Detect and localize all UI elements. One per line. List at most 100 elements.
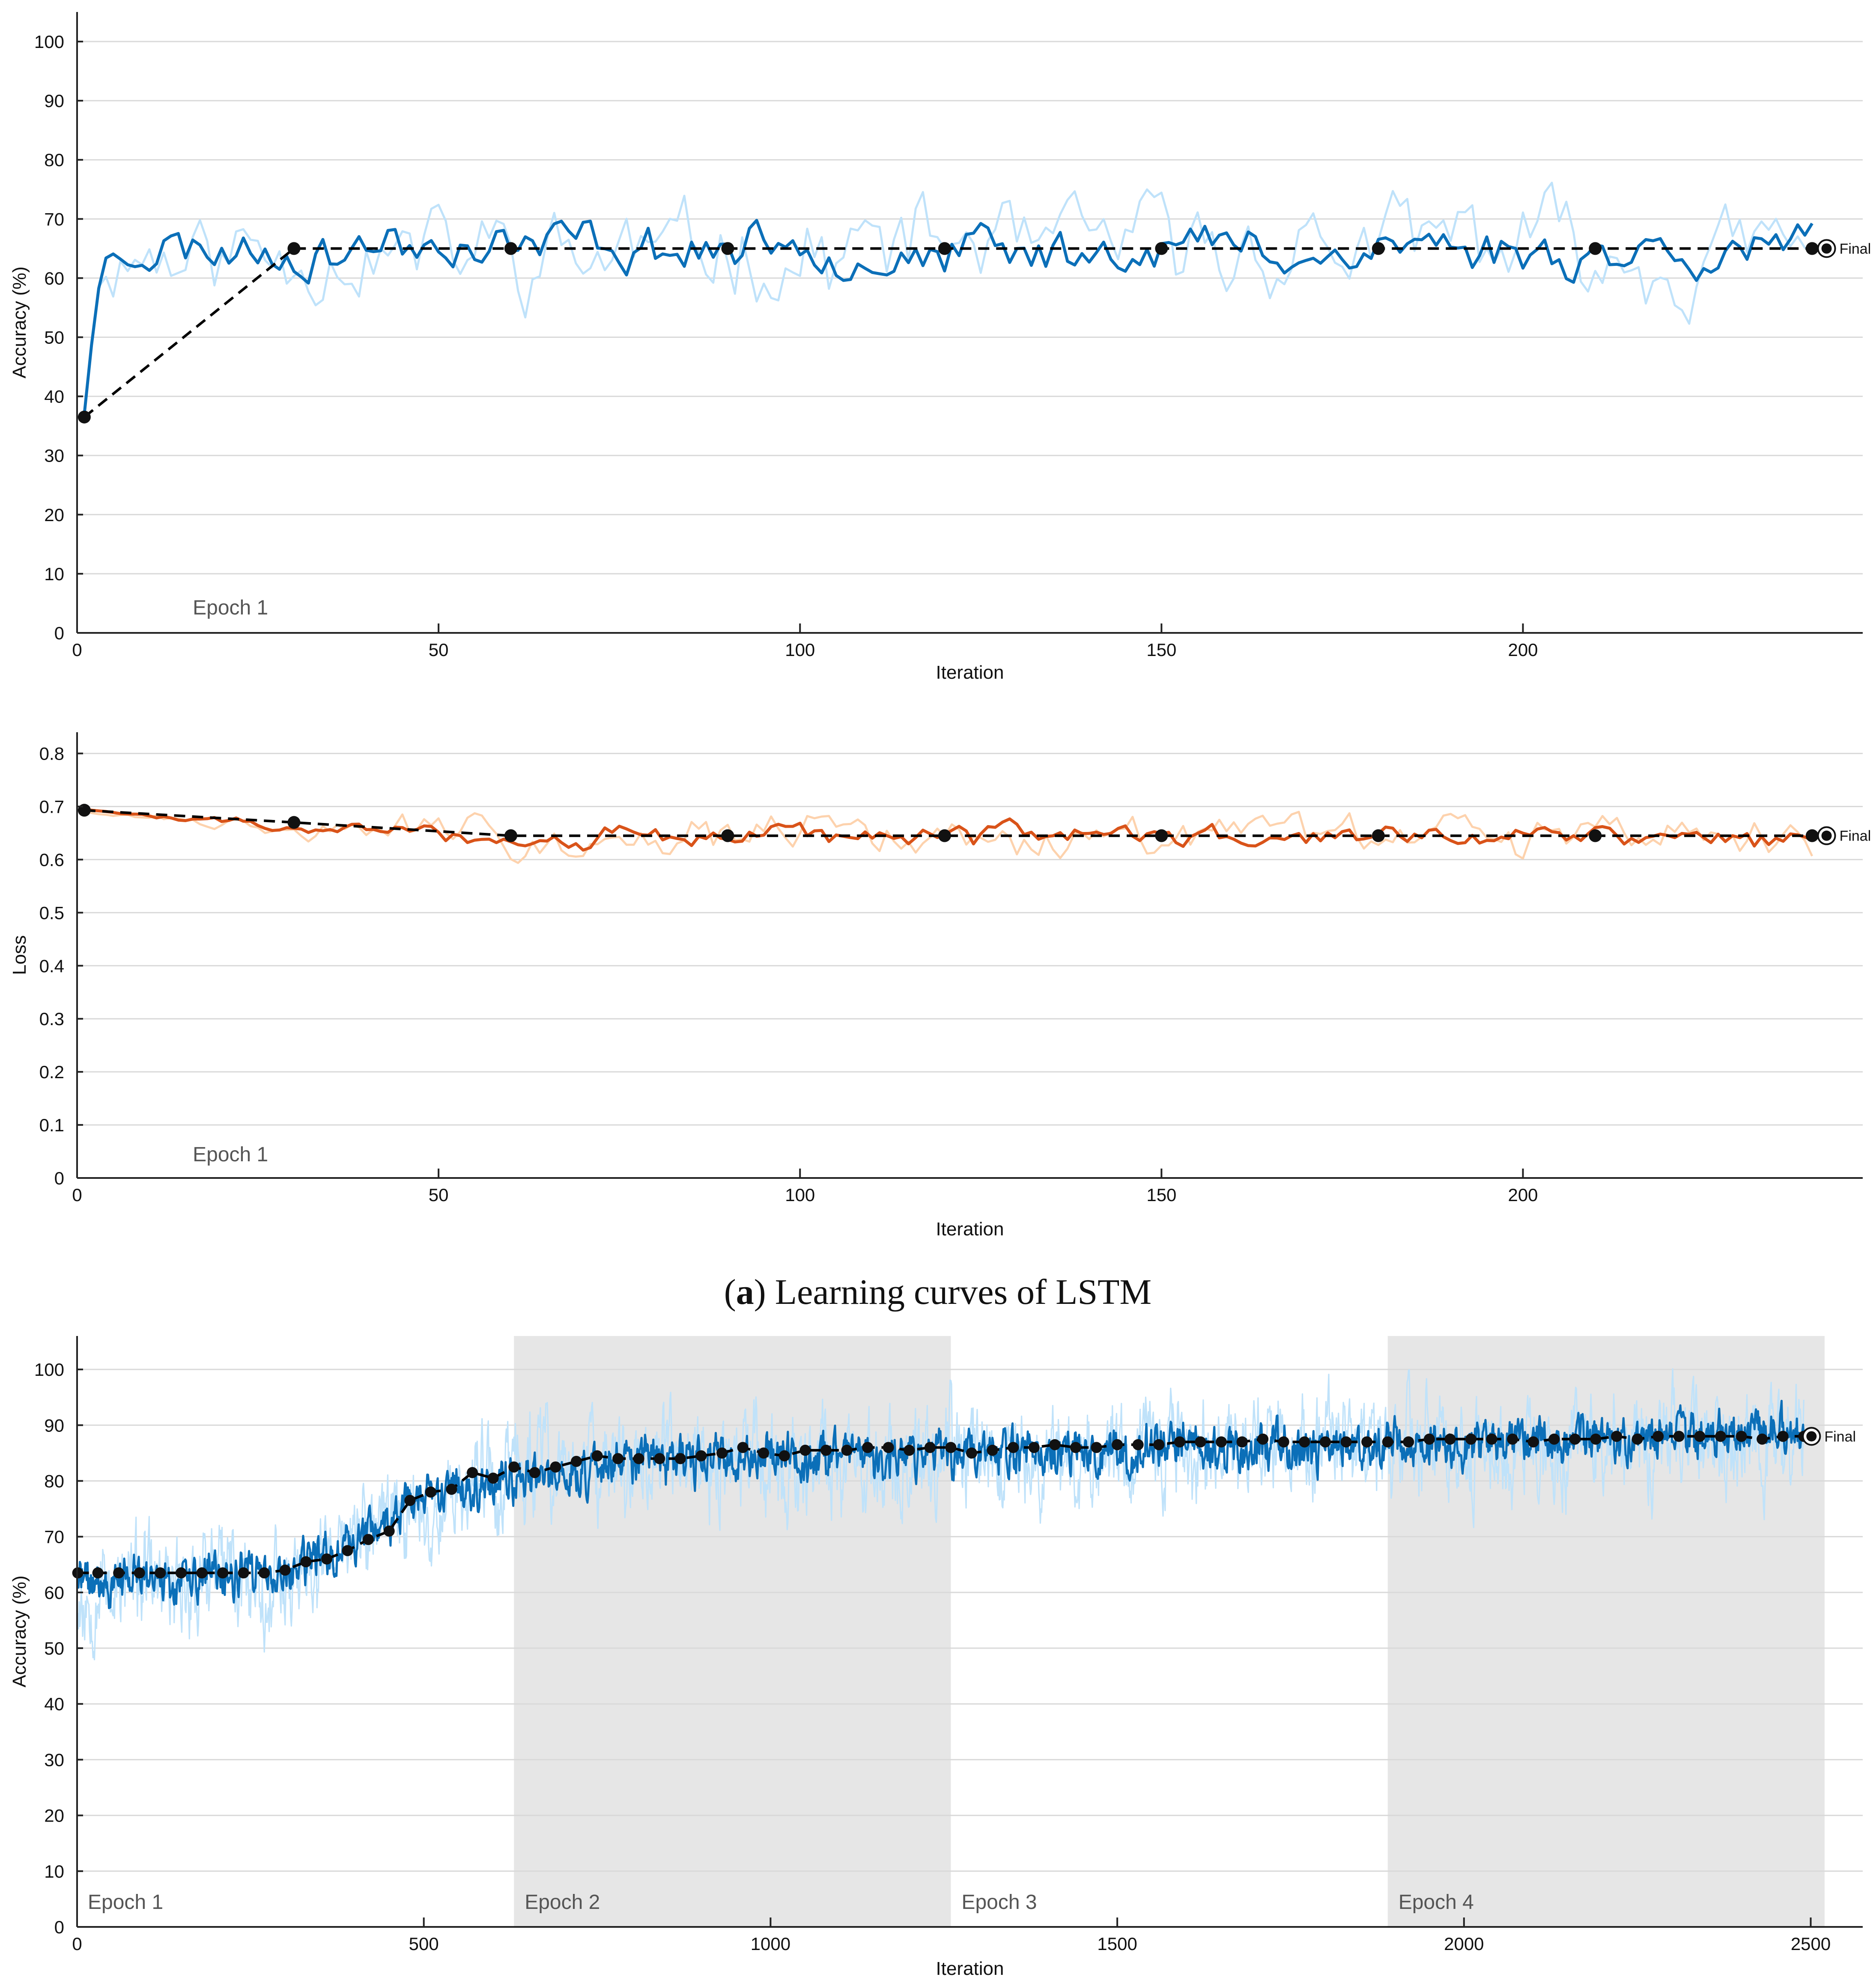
- validation-point: [1589, 829, 1602, 842]
- validation-point: [1694, 1431, 1706, 1442]
- y-tick-label: 40: [44, 387, 64, 407]
- validation-point: [1299, 1436, 1310, 1448]
- y-tick-label: 0.1: [39, 1115, 64, 1135]
- validation-point: [550, 1461, 561, 1473]
- y-tick-label: 80: [44, 1471, 64, 1491]
- y-tick-label: 0: [54, 623, 64, 643]
- y-tick-label: 30: [44, 1750, 64, 1770]
- epoch-label-1: Epoch 1: [193, 596, 268, 619]
- validation-point: [446, 1484, 457, 1495]
- epoch-label-2: Epoch 2: [525, 1891, 600, 1914]
- validation-point: [155, 1567, 166, 1579]
- validation-point: [321, 1553, 332, 1565]
- validation-point: [1070, 1442, 1081, 1453]
- validation-point: [1091, 1442, 1102, 1453]
- validation-line: [84, 809, 1812, 837]
- y-tick-label: 0.3: [39, 1009, 64, 1029]
- validation-point: [467, 1467, 478, 1478]
- validation-point: [737, 1442, 749, 1453]
- x-tick-label: 2500: [1791, 1934, 1831, 1954]
- x-axis-title: Iteration: [936, 1958, 1004, 1979]
- x-tick-label: 2000: [1444, 1934, 1484, 1954]
- x-tick-label: 150: [1146, 1185, 1176, 1205]
- y-tick-label: 0.5: [39, 903, 64, 923]
- validation-point: [287, 816, 301, 829]
- validation-point: [938, 242, 951, 255]
- validation-point: [508, 1461, 520, 1473]
- x-axis-title: Iteration: [936, 1219, 1004, 1240]
- y-tick-label: 0: [54, 1168, 64, 1188]
- y-tick-label: 0.7: [39, 797, 64, 817]
- final-marker-dot: [1806, 1431, 1817, 1442]
- validation-point: [612, 1453, 624, 1464]
- y-tick-label: 70: [44, 209, 64, 229]
- validation-point: [862, 1442, 874, 1453]
- validation-point: [1805, 829, 1819, 842]
- validation-point: [1174, 1436, 1185, 1448]
- validation-point: [342, 1545, 353, 1557]
- validation-point: [504, 242, 517, 255]
- validation-point: [1757, 1433, 1768, 1445]
- validation-point: [1132, 1439, 1144, 1450]
- y-tick-label: 0.4: [39, 956, 64, 976]
- series-smoothed-line: [83, 219, 1813, 414]
- validation-point: [721, 242, 734, 255]
- y-tick-label: 60: [44, 268, 64, 288]
- validation-point: [175, 1567, 187, 1579]
- epoch-label-1: Epoch 1: [88, 1891, 163, 1914]
- figure-caption: (a) Learning curves of LSTM: [724, 1272, 1151, 1312]
- validation-point: [1403, 1436, 1414, 1448]
- validation-point: [1340, 1436, 1352, 1448]
- validation-point: [196, 1567, 208, 1579]
- y-tick-label: 0.8: [39, 744, 64, 764]
- validation-point: [1569, 1433, 1581, 1445]
- validation-point: [966, 1447, 978, 1459]
- validation-point: [716, 1447, 728, 1459]
- validation-point: [529, 1467, 540, 1478]
- validation-point: [721, 829, 734, 842]
- y-axis-title: Accuracy (%): [9, 266, 30, 379]
- validation-point: [1631, 1433, 1643, 1445]
- validation-point: [924, 1442, 936, 1453]
- lstm-loss-chart: Final 0 0.1 0.2 0.3 0.4 0.5 0.6 0.7 0.8 0 50 100 150 2…: [9, 732, 1871, 1240]
- x-tick-label: 100: [785, 640, 815, 660]
- validation-point: [504, 829, 517, 842]
- validation-point: [1444, 1433, 1456, 1445]
- final-marker-dot: [1821, 830, 1832, 841]
- validation-point: [1372, 829, 1385, 842]
- validation-point: [778, 1450, 790, 1461]
- x-tick-label: 200: [1508, 1185, 1538, 1205]
- validation-point: [1155, 829, 1168, 842]
- validation-point: [78, 410, 91, 423]
- validation-point: [1548, 1433, 1560, 1445]
- validation-point: [938, 829, 951, 842]
- validation-point: [799, 1444, 811, 1456]
- validation-point: [1155, 242, 1168, 255]
- validation-point: [1715, 1431, 1727, 1442]
- validation-point: [1382, 1436, 1393, 1448]
- y-tick-label: 100: [34, 32, 64, 52]
- y-tick-label: 10: [44, 564, 64, 584]
- x-tick-label: 100: [785, 1185, 815, 1205]
- validation-point: [1049, 1439, 1061, 1450]
- validation-point: [238, 1567, 249, 1579]
- epoch-label-3: Epoch 3: [961, 1891, 1037, 1914]
- validation-point: [1652, 1431, 1664, 1442]
- validation-point: [945, 1442, 957, 1453]
- y-tick-label: 70: [44, 1527, 64, 1547]
- validation-point: [217, 1567, 229, 1579]
- final-marker-dot: [1821, 243, 1832, 254]
- validation-point: [883, 1442, 894, 1453]
- validation-point: [695, 1450, 707, 1461]
- validation-point: [1527, 1436, 1539, 1448]
- y-axis-title: Loss: [9, 935, 30, 975]
- validation-point: [1319, 1436, 1331, 1448]
- y-tick-label: 0: [54, 1917, 64, 1937]
- validation-point: [1777, 1431, 1789, 1442]
- validation-point: [1153, 1439, 1165, 1450]
- validation-point: [1236, 1436, 1248, 1448]
- series-raw-line: [83, 182, 1813, 414]
- validation-point: [591, 1450, 603, 1461]
- validation-point: [1361, 1436, 1373, 1448]
